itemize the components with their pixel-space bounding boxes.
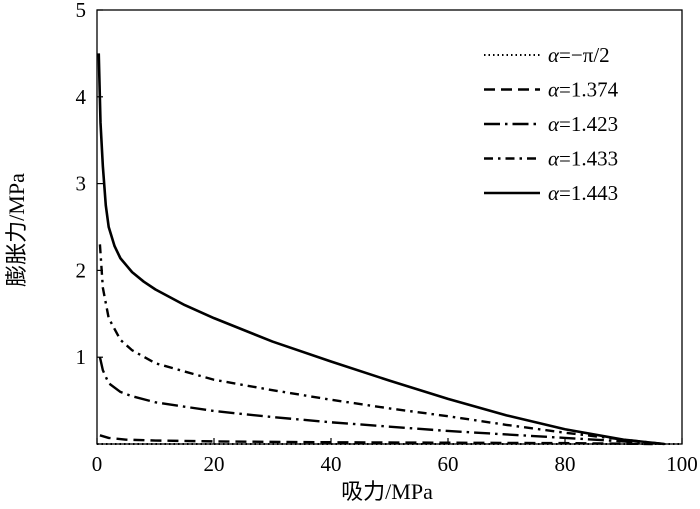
y-tick-label: 1 <box>76 345 87 369</box>
series-lines <box>97 53 682 446</box>
x-tick-label: 0 <box>92 452 103 476</box>
y-tick-label: 4 <box>76 85 87 109</box>
legend-label-4: α=1.433 <box>548 147 618 171</box>
series-line-4 <box>98 244 665 446</box>
legend-label-2: α=1.374 <box>548 78 619 102</box>
x-tick-label: 20 <box>204 452 225 476</box>
y-tick-label: 3 <box>76 172 87 196</box>
x-tick-label: 100 <box>666 452 698 476</box>
legend-label-1: α=−π/2 <box>548 43 610 67</box>
legend: α=−π/2 α=1.374 α=1.423 α=1.433 α=1.443 <box>484 43 619 205</box>
legend-label-5: α=1.443 <box>548 181 618 205</box>
plot-border <box>96 9 683 445</box>
x-tick-label: 80 <box>555 452 576 476</box>
x-axis-label: 吸力/MPa <box>341 479 433 504</box>
series-line-5 <box>97 53 665 446</box>
x-tick-label: 40 <box>321 452 342 476</box>
series-line-2 <box>99 434 653 446</box>
legend-label-3: α=1.423 <box>548 112 618 136</box>
series-line-3 <box>98 356 665 446</box>
x-tick-label: 60 <box>438 452 459 476</box>
y-tick-label: 2 <box>76 258 87 282</box>
plot-frame <box>96 9 683 445</box>
y-tick-label: 5 <box>76 0 87 22</box>
y-axis-label: 膨胀力/MPa <box>4 173 29 287</box>
axis-ticks: 0 20 40 60 80 100 1 2 3 4 5 <box>76 0 698 476</box>
